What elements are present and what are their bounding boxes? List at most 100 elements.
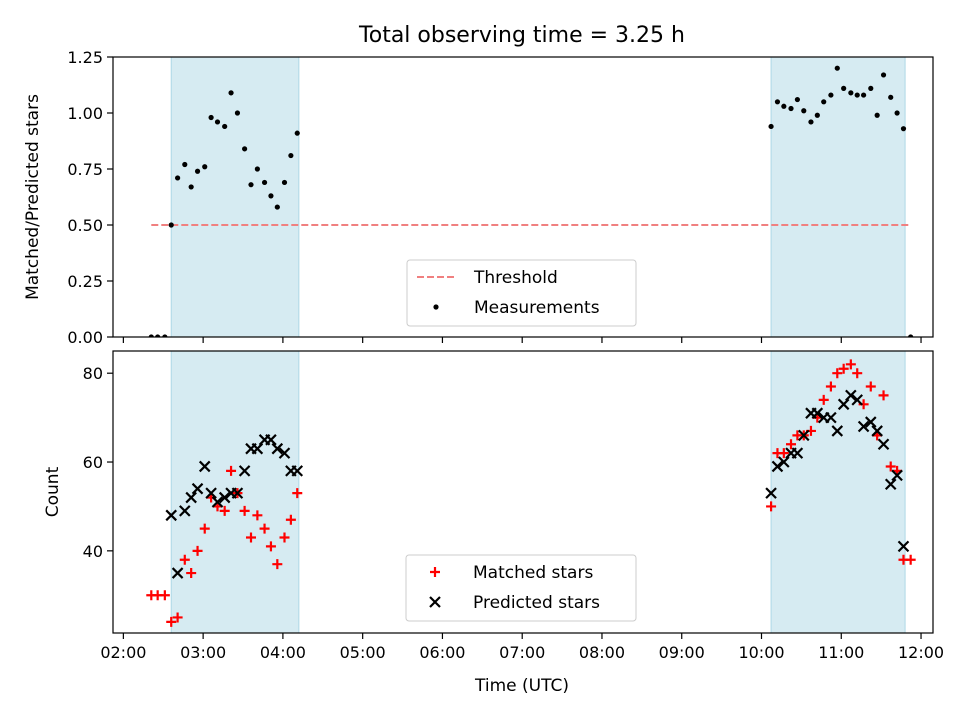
matched-stars-point [166,616,177,627]
ratio-axes-frame [112,56,934,338]
x-tick-label: 11:00 [818,643,864,662]
measurements-point [281,179,288,186]
matched-stars-point [259,523,270,534]
measurements-point [148,334,154,337]
measurements-point [774,99,781,105]
x-tick-label: 04:00 [260,643,306,662]
measurements-point [288,152,294,159]
predicted-stars-point [837,398,850,411]
measurements-point [854,92,860,98]
measurements-point [222,123,228,130]
predicted-stars-point [205,487,217,499]
x-tick-label: 12:00 [898,643,944,662]
predicted-stars-point [211,496,224,508]
matched-stars-point [179,554,190,565]
y-tick-label: 40 [83,542,103,561]
measurements-point [194,168,201,174]
y-tick-label: 60 [83,453,103,472]
x-tick-label: 06:00 [419,643,465,662]
matched-stars-point [832,368,843,379]
predicted-stars-point [231,487,244,499]
predicted-stars-point [891,469,903,482]
predicted-stars-point [185,491,197,504]
predicted-stars-point [778,456,790,468]
measurements-point [788,105,794,112]
count-data [146,359,916,627]
measurements-point [801,108,807,114]
x-tick-label: 05:00 [340,643,386,662]
observing-window-1 [170,56,300,338]
measurements-point [188,184,194,190]
ratio-panel: 0.00 0.25 0.50 0.75 1.00 1.25 Matched/Predicte… [23,48,934,347]
measurements-point [182,161,188,168]
ratio-legend: Threshold Measurements [406,259,637,327]
x-axis-label: Time (UTC) [474,676,569,696]
measurements-point [162,334,168,337]
matched-stars-point [818,394,829,405]
measurements-point [900,126,907,132]
measurements-point [242,146,248,152]
measurements-point [168,222,174,228]
measurements-point [841,85,847,91]
x-tick-label: 03:00 [180,643,226,662]
predicted-stars-point [798,429,810,442]
matched-stars-point [199,523,210,534]
measurements-point [214,119,221,125]
y-tick-label: 0.00 [67,328,103,347]
predicted-stars-point [278,447,291,459]
predicted-stars-point [191,482,204,495]
predicted-stars-point [771,460,784,473]
matched-stars-point [786,439,797,450]
measurements-point [781,103,787,109]
predicted-stars-point [765,487,777,499]
matched-stars-point [239,505,250,516]
measurements-point [248,182,254,188]
measurements-point [768,123,774,130]
matched-stars-point [226,465,237,476]
measurements-point [175,175,181,181]
y-tick-label: 1.00 [67,104,103,123]
predicted-stars-point [271,442,284,455]
predicted-stars-point [198,460,211,473]
matched-stars-point [272,559,283,570]
legend-entry-label: Measurements [474,298,600,318]
x-tick-label: 07:00 [499,643,545,662]
measurements-point [828,92,834,98]
observing-window-2 [770,56,906,338]
predicted-stars-point [845,389,857,402]
measurements-point [208,114,214,121]
matched-stars-point [192,545,203,556]
measurements-point [834,65,840,71]
predicted-stars-point [291,465,304,477]
predicted-stars-point [251,442,264,455]
ratio-data [148,65,914,337]
measurements-point [880,72,887,78]
measurements-point [888,94,894,100]
legend-marker [433,304,439,310]
predicted-stars-point [165,509,178,522]
y-tick-label: 0.25 [67,272,103,291]
matched-stars-point [878,390,889,401]
matched-stars-point [292,488,303,499]
measurements-point [808,119,814,125]
predicted-stars-point [218,491,231,504]
predicted-stars-point [851,394,863,406]
predicted-stars-point [238,465,251,477]
predicted-stars-point [831,425,844,437]
y-tick-label: 0.75 [67,160,103,179]
measurements-point [861,92,867,98]
predicted-stars-point [791,447,804,459]
measurements-point [894,110,900,116]
matched-stars-point [159,590,170,601]
measurements-point [874,112,880,118]
x-tick-label: 08:00 [579,643,625,662]
y-tick-label: 0.50 [67,216,103,235]
matched-stars-point [885,461,896,472]
predicted-stars-point [871,425,883,437]
matched-stars-point [186,568,197,579]
matched-stars-point [852,368,863,379]
matched-stars-point [279,532,290,543]
measurements-point [155,334,161,337]
count-y-axis-label: Count [43,466,63,517]
